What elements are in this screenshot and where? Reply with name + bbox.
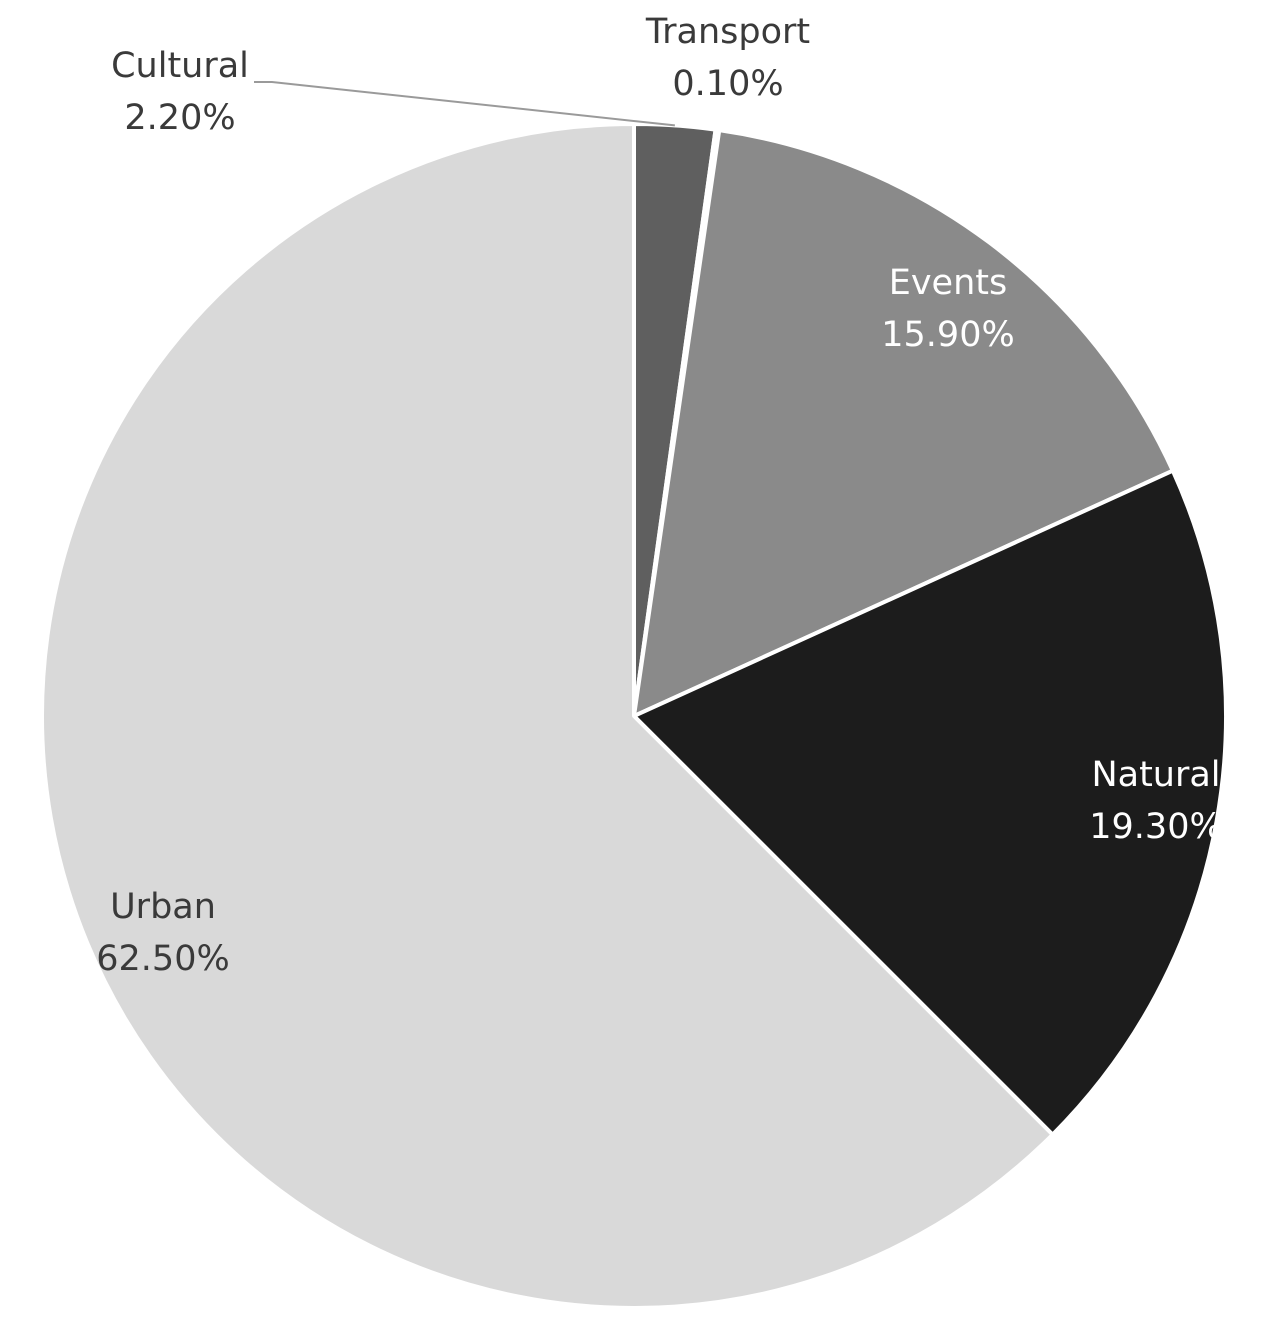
slice-value-label-urban: 62.50% — [96, 939, 229, 979]
leader-lines — [254, 81, 675, 127]
slice-value-label-events: 15.90% — [881, 315, 1014, 355]
slice-value-label-natural: 19.30% — [1089, 807, 1222, 847]
leader-line-cultural — [254, 81, 675, 127]
pie-slice-natural — [632, 468, 1228, 1137]
slice-label-cultural: Cultural — [111, 46, 249, 86]
slice-value-label-transport: 0.10% — [672, 64, 783, 104]
slice-label-natural: Natural — [1091, 755, 1220, 795]
slice-label-transport: Transport — [645, 12, 810, 52]
pie-slice-events — [632, 128, 1175, 718]
slice-labels: Cultural 2.20% Transport 0.10% Events 15.90% N… — [96, 12, 1222, 979]
slice-label-urban: Urban — [110, 887, 216, 927]
slice-value-label-cultural: 2.20% — [124, 98, 235, 138]
slice-label-events: Events — [889, 263, 1008, 303]
pie-slice-urban — [40, 122, 1055, 1310]
pie-slices — [40, 122, 1228, 1310]
